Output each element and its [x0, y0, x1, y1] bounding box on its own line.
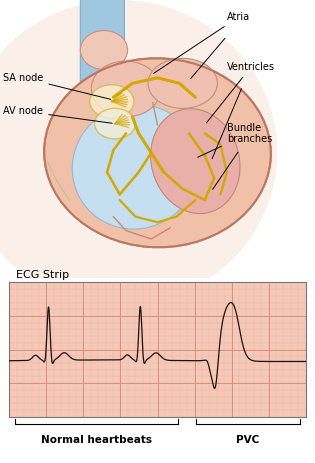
Ellipse shape: [94, 108, 135, 139]
Ellipse shape: [80, 31, 128, 69]
Ellipse shape: [44, 58, 271, 247]
FancyBboxPatch shape: [80, 0, 124, 129]
Ellipse shape: [91, 61, 161, 117]
Ellipse shape: [0, 0, 277, 306]
Text: Normal heartbeats: Normal heartbeats: [41, 435, 152, 445]
Text: PVC: PVC: [236, 435, 260, 445]
Text: SA node: SA node: [3, 73, 111, 100]
Text: Ventricles: Ventricles: [207, 62, 275, 123]
Text: AV node: AV node: [3, 106, 112, 123]
Ellipse shape: [90, 85, 134, 118]
Ellipse shape: [148, 58, 217, 108]
Text: Bundle
branches: Bundle branches: [198, 123, 272, 157]
Ellipse shape: [72, 104, 199, 229]
Text: Atria: Atria: [153, 12, 250, 74]
Ellipse shape: [151, 109, 240, 213]
Text: ECG Strip: ECG Strip: [16, 270, 69, 280]
